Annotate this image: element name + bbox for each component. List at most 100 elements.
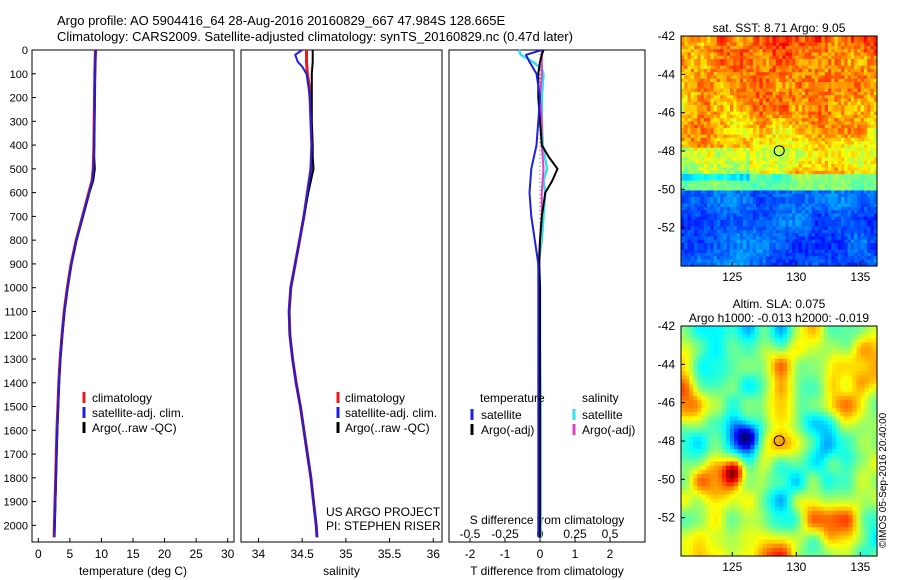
heatmap-cell <box>756 75 760 80</box>
heatmap-cell <box>697 477 703 483</box>
heatmap-cell <box>824 170 829 175</box>
heatmap-cell <box>792 170 796 175</box>
heatmap-cell <box>801 160 806 165</box>
heatmap-cell <box>685 535 690 541</box>
heatmap-cell <box>697 193 702 198</box>
heatmap-cell <box>795 111 800 116</box>
heatmap-cell <box>834 174 839 178</box>
heatmap-cell <box>716 174 721 178</box>
heatmap-cell <box>756 252 760 257</box>
heatmap-cell <box>847 259 852 264</box>
heatmap-cell <box>831 226 836 231</box>
heatmap-cell <box>749 98 754 103</box>
heatmap-cell <box>713 498 719 504</box>
heatmap-cell <box>779 256 783 261</box>
heatmap-cell <box>775 256 780 261</box>
heatmap-cell <box>857 95 862 100</box>
heatmap-cell <box>779 246 783 251</box>
heatmap-cell <box>709 477 715 483</box>
heatmap-cell <box>779 85 783 90</box>
heatmap-cell <box>693 482 698 487</box>
heatmap-cell <box>769 91 774 96</box>
heatmap-cell <box>713 354 719 360</box>
heatmap-cell <box>844 114 849 119</box>
heatmap-cell <box>779 78 783 83</box>
heatmap-cell <box>743 65 747 70</box>
heatmap-cell <box>730 383 735 389</box>
heatmap-cell <box>733 216 738 221</box>
heatmap-cell <box>703 151 708 155</box>
heatmap-cell <box>700 164 705 169</box>
heatmap-cell <box>693 408 698 413</box>
heatmap-cell <box>772 108 777 113</box>
heatmap-cell <box>788 88 793 93</box>
heatmap-cell <box>725 547 731 553</box>
heatmap-cell <box>689 387 694 393</box>
heatmap-cell <box>746 259 751 264</box>
heatmap-cell <box>769 49 774 54</box>
heatmap-cell <box>837 111 842 116</box>
heatmap-cell <box>844 108 849 113</box>
heatmap-cell <box>821 55 826 60</box>
heatmap-cell <box>873 197 878 201</box>
heatmap-cell <box>687 62 692 67</box>
heatmap-cell <box>730 494 735 500</box>
heatmap-cell <box>844 210 849 215</box>
heatmap-cell <box>710 124 715 129</box>
heatmap-cell <box>844 249 849 254</box>
heatmap-cell <box>775 226 780 231</box>
heatmap-cell <box>694 210 698 215</box>
heatmap-cell <box>873 72 878 77</box>
heatmap-cell <box>749 59 754 63</box>
heatmap-cell <box>739 144 744 149</box>
heatmap-cell <box>867 160 872 165</box>
heatmap-cell <box>697 342 703 348</box>
heatmap-cell <box>730 432 735 438</box>
heatmap-cell <box>733 55 738 60</box>
heatmap-cell <box>736 147 741 152</box>
heatmap-cell <box>689 535 694 541</box>
heatmap-cell <box>841 197 845 201</box>
heatmap-cell <box>808 78 813 83</box>
heatmap-cell <box>798 108 803 113</box>
heatmap-cell <box>687 233 692 238</box>
heatmap-cell <box>769 101 774 106</box>
heatmap-cell <box>725 432 731 438</box>
heatmap-cell <box>710 256 715 261</box>
heatmap-cell <box>788 85 793 90</box>
heatmap-cell <box>703 128 708 132</box>
heatmap-cell <box>707 213 711 218</box>
heatmap-cell <box>779 167 783 172</box>
heatmap-cell <box>788 78 793 83</box>
heatmap-cell <box>759 49 764 54</box>
heatmap-cell <box>831 36 836 40</box>
heatmap-cell <box>693 465 698 471</box>
heatmap-cell <box>801 131 806 136</box>
heatmap-cell <box>700 75 705 80</box>
heatmap-cell <box>705 436 711 442</box>
heatmap-cell <box>818 147 823 152</box>
heatmap-cell <box>769 36 774 40</box>
heatmap-cell <box>801 72 806 77</box>
heatmap-cell <box>847 203 852 208</box>
heatmap-cell <box>730 121 734 126</box>
heatmap-cell <box>782 226 787 231</box>
heatmap-cell <box>685 412 690 417</box>
heatmap-cell <box>739 124 744 129</box>
heatmap-cell <box>687 121 692 126</box>
heatmap-cell <box>689 428 694 434</box>
heatmap-cell <box>765 68 770 73</box>
heatmap-cell <box>700 197 705 201</box>
heatmap-cell <box>723 45 728 50</box>
heatmap-cell <box>713 387 719 393</box>
heatmap-cell <box>707 233 711 238</box>
heatmap-cell <box>739 118 744 123</box>
heatmap-cell <box>707 65 711 70</box>
heatmap-cell <box>681 52 685 57</box>
heatmap-cell <box>792 105 796 109</box>
heatmap-cell <box>694 220 698 224</box>
heatmap-cell <box>765 151 770 155</box>
heatmap-cell <box>779 95 783 100</box>
heatmap-cell <box>713 200 718 205</box>
heatmap-cell <box>811 108 816 113</box>
